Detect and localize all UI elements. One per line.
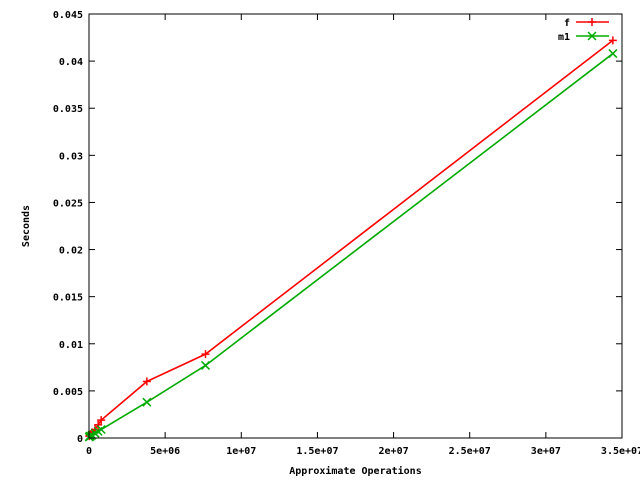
series-layer — [84, 36, 618, 442]
x-tick-label: 5e+06 — [150, 446, 180, 457]
data-point — [142, 377, 151, 386]
series-line-m1 — [88, 52, 614, 438]
x-tick-label: 3.5e+07 — [601, 446, 640, 457]
y-tick-label: 0.005 — [53, 387, 83, 398]
y-tick-label: 0.01 — [59, 340, 83, 351]
legend-label: m1 — [558, 32, 570, 43]
data-point — [608, 36, 617, 45]
data-point — [608, 49, 618, 59]
x-axis-title: Approximate Operations — [289, 465, 421, 477]
data-point — [97, 416, 106, 425]
legend-label: f — [564, 18, 570, 29]
legend: f m1 — [558, 18, 609, 43]
plot-frame — [88, 13, 623, 439]
y-tick-label: 0.03 — [59, 151, 83, 162]
y-axis-ticks: 0 0.005 0.01 0.015 0.02 0.025 0.03 0.035 0.04 0.0… — [53, 10, 622, 445]
legend-item-m1: m1 — [558, 31, 609, 43]
y-tick-label: 0.035 — [53, 104, 83, 115]
legend-item-f: f — [564, 18, 609, 29]
y-tick-label: 0.045 — [53, 10, 83, 21]
y-tick-label: 0.02 — [59, 246, 83, 257]
y-tick-label: 0 — [77, 434, 83, 445]
y-tick-label: 0.04 — [59, 57, 83, 68]
series-line-f — [88, 39, 614, 437]
x-tick-label: 2.5e+07 — [449, 446, 491, 457]
series-f — [85, 36, 617, 441]
data-point — [201, 350, 210, 359]
x-axis-ticks: 0 5e+06 1e+07 1.5e+07 2e+07 2.5e+07 3e+07 3.5e+… — [86, 14, 640, 457]
y-tick-label: 0.015 — [53, 293, 83, 304]
x-tick-label: 3e+07 — [531, 446, 561, 457]
x-tick-label: 2e+07 — [379, 446, 409, 457]
x-tick-label: 1.5e+07 — [296, 446, 338, 457]
x-tick-label: 0 — [86, 446, 92, 457]
data-point — [142, 397, 152, 407]
data-point — [96, 424, 106, 435]
x-tick-label: 1e+07 — [226, 446, 256, 457]
data-point — [200, 360, 211, 370]
y-axis-title: Seconds — [21, 205, 32, 247]
y-tick-label: 0.025 — [53, 198, 83, 209]
series-m1 — [84, 49, 618, 442]
legend-marker — [588, 18, 596, 26]
legend-marker — [587, 31, 597, 41]
